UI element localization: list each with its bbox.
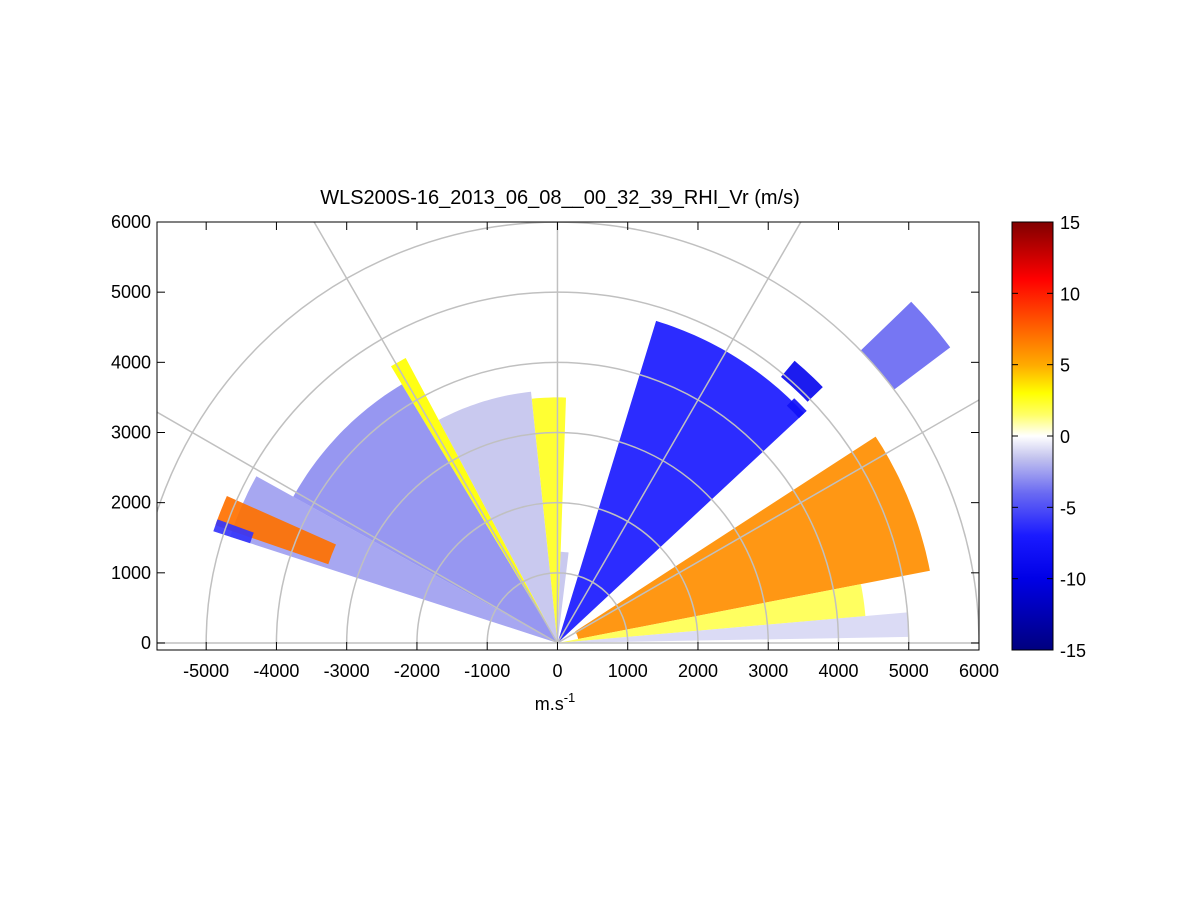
spoke-120deg <box>313 222 559 644</box>
x-tick-label: -1000 <box>464 661 510 681</box>
y-tick-label: 2000 <box>111 493 151 513</box>
colorbar-tick-label: 10 <box>1060 284 1080 304</box>
y-tick-label: 4000 <box>111 352 151 372</box>
velocity-sector-14 <box>557 584 866 643</box>
velocity-sector-8 <box>557 551 569 643</box>
velocity-sector-11 <box>786 398 807 419</box>
spoke-60deg <box>556 222 802 644</box>
x-tick-label: 5000 <box>889 661 929 681</box>
polar-grid <box>157 222 979 644</box>
x-tick-label: 1000 <box>608 661 648 681</box>
x-tick-label: 0 <box>552 661 562 681</box>
velocity-sector-6 <box>438 391 558 643</box>
x-axis-label-superscript: -1 <box>564 690 576 705</box>
colorbar-tick-label: 5 <box>1060 356 1070 376</box>
x-tick-label: 2000 <box>678 661 718 681</box>
velocity-sector-3 <box>213 519 254 544</box>
velocity-sector-9 <box>557 320 805 643</box>
x-tick-label: 4000 <box>818 661 858 681</box>
velocity-sector-2 <box>215 496 336 565</box>
colorbar-strip <box>1011 221 1054 651</box>
y-tick-label: 0 <box>141 633 151 653</box>
velocity-sector-12 <box>860 301 951 390</box>
y-axis: 0 1000 2000 3000 4000 5000 6000 <box>111 212 979 653</box>
x-tick-label: 6000 <box>959 661 999 681</box>
x-tick-label: -4000 <box>253 661 299 681</box>
y-tick-label: 6000 <box>111 212 151 232</box>
velocity-sector-4 <box>293 384 558 643</box>
plot-area: -5000 -4000 -3000 -2000 -1000 0 1000 2000 3000 40… <box>111 212 999 681</box>
velocity-sector-1 <box>230 476 558 643</box>
colorbar-tick-label: 0 <box>1060 427 1070 447</box>
x-tick-label: -2000 <box>394 661 440 681</box>
colorbar-tick-label: -10 <box>1060 570 1086 590</box>
velocity-sector-15 <box>557 612 909 643</box>
x-axis: -5000 -4000 -3000 -2000 -1000 0 1000 2000 3000 40… <box>183 222 999 681</box>
colorbar-tick-label: -5 <box>1060 498 1076 518</box>
velocity-sector-13 <box>575 436 930 639</box>
x-tick-label: 3000 <box>748 661 788 681</box>
x-tick-label: -3000 <box>324 661 370 681</box>
x-axis-label: m.s-1 <box>535 690 576 714</box>
colorbar-tick-label: -15 <box>1060 641 1086 661</box>
x-tick-label: -5000 <box>183 661 229 681</box>
range-ring-6000 <box>157 222 979 643</box>
velocity-sector-10 <box>781 360 823 402</box>
spoke-150deg <box>157 411 558 644</box>
y-tick-label: 3000 <box>111 422 151 442</box>
colorbar-tick-label: 15 <box>1060 213 1080 233</box>
colorbar: 15 10 5 0 -5 -10 -15 <box>1011 213 1086 661</box>
colorbar-ticks: 15 10 5 0 -5 -10 -15 <box>1012 213 1086 661</box>
plot-frame <box>156 221 980 651</box>
y-tick-label: 5000 <box>111 282 151 302</box>
spoke-30deg <box>557 399 979 644</box>
y-tick-label: 1000 <box>111 563 151 583</box>
chart-title: WLS200S-16_2013_06_08__00_32_39_RHI_Vr (… <box>320 187 800 209</box>
